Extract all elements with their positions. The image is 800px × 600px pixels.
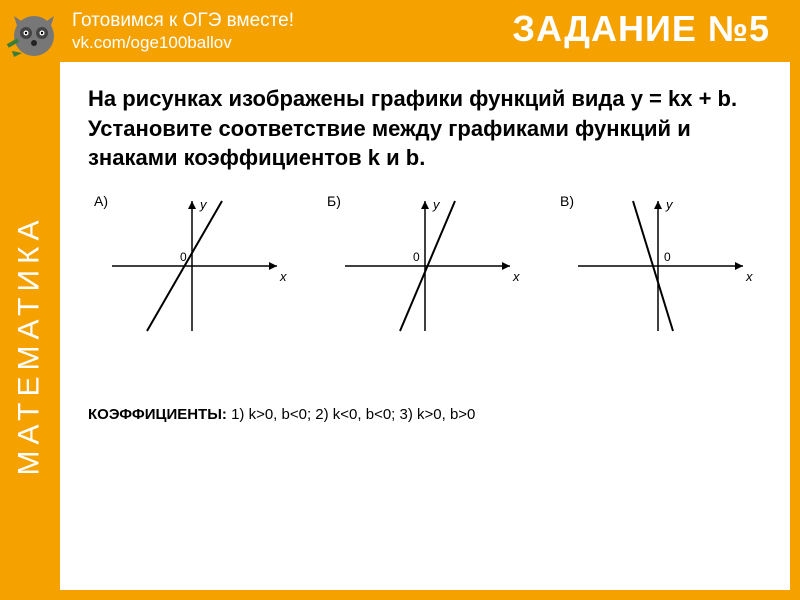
task-number: ЗАДАНИЕ №5 bbox=[512, 8, 770, 50]
chart-b-label: Б) bbox=[327, 193, 341, 209]
svg-text:0: 0 bbox=[664, 250, 671, 264]
svg-text:x: x bbox=[512, 269, 520, 284]
header-text: Готовимся к ОГЭ вместе! vk.com/oge100bal… bbox=[72, 9, 294, 54]
header-line-1: Готовимся к ОГЭ вместе! bbox=[72, 9, 294, 33]
axis-y-label: y bbox=[199, 197, 208, 212]
coefficients-line: КОЭФФИЦИЕНТЫ: 1) k>0, b<0; 2) k<0, b<0; … bbox=[88, 406, 762, 423]
raccoon-logo bbox=[4, 1, 64, 61]
coefficients-text: 1) k>0, b<0; 2) k<0, b<0; 3) k>0, b>0 bbox=[227, 406, 476, 423]
chart-v: В) x y 0 bbox=[558, 191, 758, 346]
chart-a: А) x y 0 bbox=[92, 191, 292, 346]
header-line-2: vk.com/oge100ballov bbox=[72, 32, 294, 53]
svg-text:y: y bbox=[665, 197, 674, 212]
svg-text:y: y bbox=[432, 197, 441, 212]
charts-row: А) x y 0 Б) x y 0 bbox=[88, 191, 762, 346]
axis-x-label: x bbox=[279, 269, 287, 284]
content-panel: На рисунках изображены графики функций в… bbox=[60, 62, 790, 590]
chart-a-label: А) bbox=[94, 193, 108, 209]
svg-text:x: x bbox=[745, 269, 753, 284]
chart-b: Б) x y 0 bbox=[325, 191, 525, 346]
slide-header: Готовимся к ОГЭ вместе! vk.com/oge100bal… bbox=[0, 0, 800, 62]
sidebar-subject-text: МАТЕМАТИКА bbox=[13, 214, 47, 475]
coefficients-label: КОЭФФИЦИЕНТЫ: bbox=[88, 406, 227, 423]
sidebar-subject: МАТЕМАТИКА bbox=[0, 110, 60, 580]
svg-text:0: 0 bbox=[413, 250, 420, 264]
problem-text: На рисунках изображены графики функций в… bbox=[88, 84, 762, 173]
chart-v-label: В) bbox=[560, 193, 574, 209]
